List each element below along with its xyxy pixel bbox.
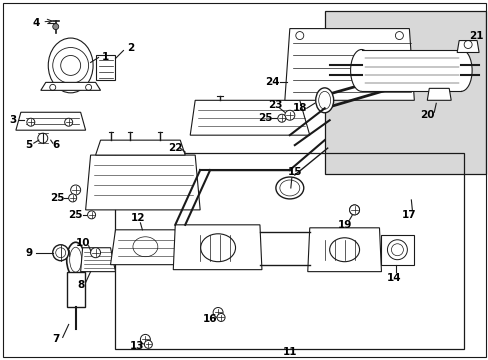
- Polygon shape: [16, 112, 85, 130]
- Text: 4: 4: [32, 18, 52, 28]
- Text: 8: 8: [77, 280, 84, 289]
- Ellipse shape: [329, 238, 359, 262]
- Circle shape: [217, 314, 224, 321]
- Text: 1: 1: [102, 53, 109, 63]
- Circle shape: [140, 334, 150, 345]
- Circle shape: [213, 307, 223, 318]
- Ellipse shape: [66, 242, 84, 277]
- Ellipse shape: [200, 234, 235, 262]
- Text: 25: 25: [68, 210, 83, 220]
- Bar: [324, 11, 485, 174]
- Text: 7: 7: [52, 334, 60, 345]
- Text: 21: 21: [468, 31, 482, 41]
- Bar: [361, 50, 460, 91]
- Ellipse shape: [275, 177, 303, 199]
- Circle shape: [64, 118, 73, 126]
- Circle shape: [90, 248, 101, 258]
- Circle shape: [71, 185, 81, 195]
- Text: 5: 5: [25, 140, 32, 150]
- Circle shape: [349, 205, 359, 215]
- Polygon shape: [190, 100, 309, 135]
- Text: 9: 9: [25, 248, 32, 258]
- Ellipse shape: [449, 50, 471, 91]
- Circle shape: [349, 205, 359, 215]
- Text: 10: 10: [75, 238, 90, 248]
- Polygon shape: [456, 41, 478, 53]
- Circle shape: [53, 24, 59, 30]
- Text: 25: 25: [50, 193, 65, 203]
- Polygon shape: [95, 140, 185, 155]
- Text: 19: 19: [337, 220, 351, 230]
- Ellipse shape: [48, 38, 93, 93]
- Polygon shape: [85, 155, 200, 210]
- Polygon shape: [285, 28, 413, 100]
- Ellipse shape: [315, 88, 333, 113]
- Text: 18: 18: [292, 103, 306, 113]
- Bar: [115, 153, 463, 349]
- Circle shape: [53, 245, 68, 261]
- Polygon shape: [110, 230, 180, 265]
- Circle shape: [68, 194, 77, 202]
- Polygon shape: [173, 225, 262, 270]
- Text: 15: 15: [287, 167, 302, 177]
- Polygon shape: [95, 55, 115, 80]
- Text: 17: 17: [401, 210, 416, 220]
- Bar: [66, 272, 84, 306]
- Polygon shape: [307, 228, 381, 272]
- Polygon shape: [81, 248, 115, 272]
- Ellipse shape: [350, 50, 372, 91]
- Polygon shape: [381, 235, 413, 265]
- Text: 16: 16: [203, 314, 217, 324]
- Polygon shape: [41, 82, 101, 90]
- Text: 11: 11: [282, 347, 297, 357]
- Text: 3: 3: [9, 115, 17, 125]
- Circle shape: [27, 118, 35, 126]
- Circle shape: [277, 114, 285, 122]
- Text: 22: 22: [168, 143, 182, 153]
- Polygon shape: [427, 88, 450, 100]
- Text: 13: 13: [130, 341, 144, 351]
- Text: 14: 14: [386, 273, 401, 283]
- Circle shape: [144, 340, 152, 348]
- Text: 23: 23: [267, 100, 282, 110]
- Text: 25: 25: [257, 113, 272, 123]
- Text: 6: 6: [52, 140, 59, 150]
- Text: 12: 12: [131, 213, 145, 223]
- Text: 2: 2: [126, 42, 134, 53]
- Circle shape: [285, 110, 294, 120]
- Circle shape: [87, 211, 95, 219]
- Text: 20: 20: [419, 110, 434, 120]
- Text: 24: 24: [265, 77, 280, 87]
